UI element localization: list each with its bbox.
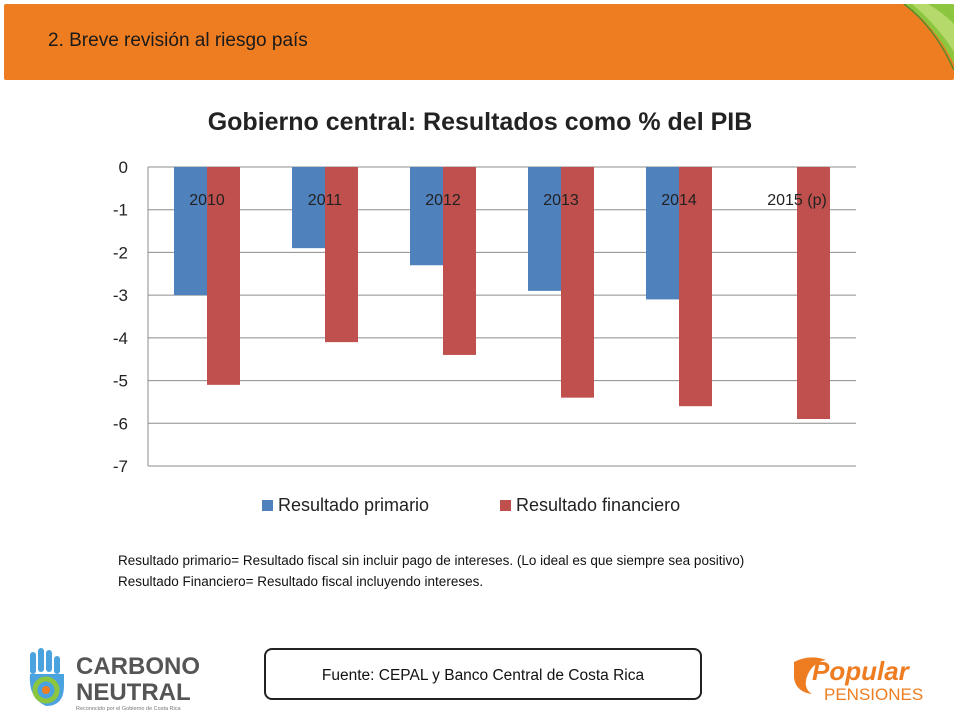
logo-right-line2: PENSIONES (824, 685, 923, 704)
y-tick-label: -7 (113, 457, 128, 476)
bar-primario (292, 167, 325, 249)
bar-primario (646, 167, 679, 300)
legend-label: Resultado primario (278, 495, 429, 515)
y-tick-label: -1 (113, 201, 128, 220)
bar-financiero (797, 167, 830, 420)
header-bar: 2. Breve revisión al riesgo país (4, 4, 954, 80)
bar-primario (174, 167, 207, 296)
x-tick-label: 2013 (543, 192, 579, 209)
x-tick-label: 2010 (189, 192, 225, 209)
x-tick-label: 2011 (308, 192, 343, 209)
y-tick-label: -4 (113, 329, 128, 348)
note-primary: Resultado primario= Resultado fiscal sin… (118, 553, 745, 568)
bar-financiero (207, 167, 240, 385)
x-tick-label: 2012 (425, 192, 461, 209)
y-tick-label: -2 (113, 243, 128, 262)
logo-right-line1: Popular (812, 656, 911, 686)
bar-financiero (325, 167, 358, 343)
popular-swirl-icon (794, 657, 826, 694)
logo-left-line2: NEUTRAL (76, 679, 191, 706)
x-tick-label: 2015 (p) (767, 192, 827, 209)
bar-financiero (443, 167, 476, 355)
y-tick-label: -3 (113, 286, 128, 305)
x-tick-label: 2014 (661, 192, 697, 209)
bar-primario (528, 167, 561, 291)
bar-financiero (679, 167, 712, 407)
hand-icon (29, 648, 64, 706)
note-financial: Resultado Financiero= Resultado fiscal i… (118, 574, 484, 589)
legend-swatch (262, 500, 273, 511)
leaf-decoration-icon (903, 4, 954, 71)
bar-primario (410, 167, 443, 266)
bar-financiero (561, 167, 594, 398)
notes: Resultado primario= Resultado fiscal sin… (118, 550, 744, 592)
bar-chart: 0 -1 -2 -3 -4 -5 -6 -7 2010 2011 2012 2013 2014 2015 … (113, 158, 856, 515)
logo-left-line1: CARBONO (76, 653, 200, 680)
carbono-neutral-logo: CARBONO NEUTRAL Reconocido por el Gobier… (29, 648, 200, 712)
slide-title: 2. Breve revisión al riesgo país (48, 30, 308, 51)
legend-label: Resultado financiero (516, 495, 680, 515)
y-tick-label: 0 (119, 158, 128, 177)
logo-left-small: Reconocido por el Gobierno de Costa Rica (76, 706, 182, 712)
source-box: Fuente: CEPAL y Banco Central de Costa R… (264, 648, 702, 700)
y-tick-label: -6 (113, 414, 128, 433)
chart-title: Gobierno central: Resultados como % del … (207, 108, 753, 136)
popular-pensiones-logo: Popular PENSIONES (794, 656, 923, 704)
legend-swatch (500, 500, 511, 511)
y-tick-label: -5 (113, 372, 128, 391)
